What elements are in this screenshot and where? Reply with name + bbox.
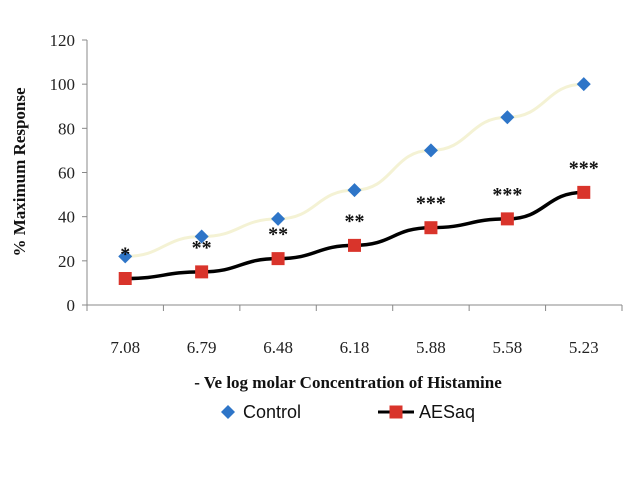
data-point [194, 229, 209, 244]
legend-item-control: Control [221, 402, 301, 422]
x-tick-label: 6.18 [340, 338, 370, 357]
data-point [423, 143, 438, 158]
legend-marker-diamond [221, 405, 235, 419]
significance-label: *** [492, 184, 522, 206]
y-tick-label: 20 [58, 252, 75, 271]
data-point [348, 238, 361, 252]
y-tick-label: 120 [50, 31, 76, 50]
data-point [500, 212, 514, 226]
data-point [347, 183, 362, 198]
legend: Control AESaq [221, 402, 475, 422]
legend-label: AESaq [419, 402, 475, 422]
y-axis-title: % Maximum Response [10, 87, 29, 257]
significance-label: ** [345, 210, 365, 232]
data-point [118, 272, 132, 285]
series-aesaq [118, 185, 591, 285]
y-tick-label: 60 [58, 164, 75, 183]
significance-label: ** [268, 224, 288, 246]
data-point [576, 77, 591, 92]
data-point [500, 110, 515, 125]
x-tick-label: 7.08 [110, 338, 140, 357]
significance-label: *** [416, 193, 446, 215]
y-tick-label: 0 [67, 296, 76, 315]
data-point [424, 221, 438, 235]
data-point [271, 211, 286, 226]
x-axis-title: - Ve log molar Concentration of Histamin… [194, 373, 502, 392]
significance-label: ** [192, 237, 212, 259]
data-point [118, 249, 133, 264]
significance-label: *** [569, 157, 599, 179]
series-control [118, 77, 591, 264]
x-tick-label: 6.48 [263, 338, 293, 357]
significance-annotations: * ********* ****** [120, 157, 599, 265]
x-tick-label: 5.23 [569, 338, 599, 357]
legend-label: Control [243, 402, 301, 422]
x-tick-labels: 7.08 6.79 6.48 6.18 5.88 5.58 5.23 [110, 338, 598, 357]
series [118, 77, 591, 285]
significance-label: * [120, 244, 130, 266]
y-tick-label: 100 [50, 75, 76, 94]
x-tick-label: 5.58 [492, 338, 522, 357]
x-tick-label: 5.88 [416, 338, 446, 357]
legend-item-aesaq: AESaq [378, 402, 475, 422]
x-tick-label: 6.79 [187, 338, 217, 357]
y-tick-labels: 0 20 40 60 80 100 120 [50, 31, 76, 315]
axes [82, 39, 623, 311]
legend-marker-square [389, 405, 403, 419]
data-point [195, 265, 209, 279]
data-point [577, 185, 591, 199]
y-tick-label: 80 [58, 119, 75, 138]
data-point [271, 252, 285, 266]
y-tick-label: 40 [58, 208, 75, 227]
